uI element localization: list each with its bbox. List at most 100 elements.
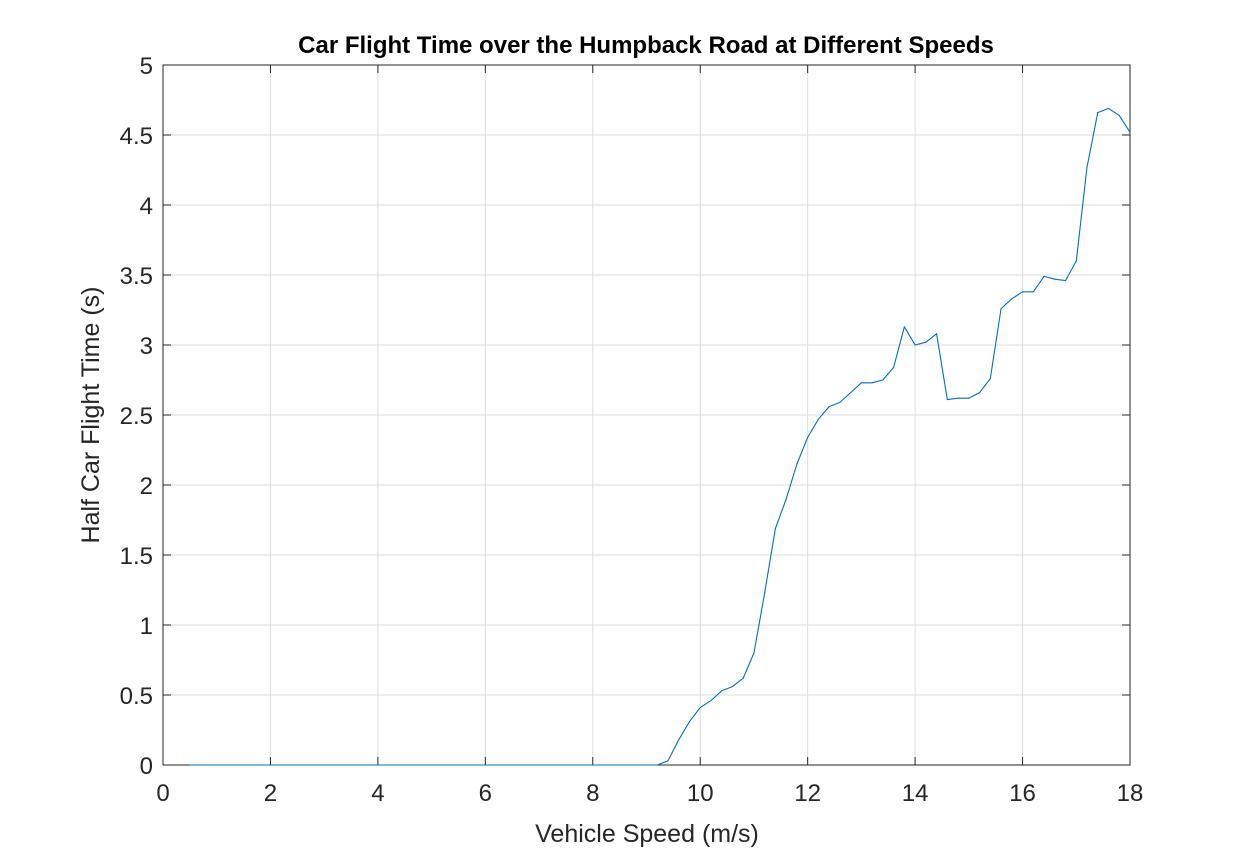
data-point: [1000, 308, 1002, 309]
line-segment: [731, 677, 744, 688]
data-point: [957, 397, 959, 399]
line-segment: [1118, 114, 1131, 133]
line-segment: [882, 366, 895, 381]
line-segment: [721, 686, 734, 692]
data-point: [893, 367, 895, 368]
data-point: [860, 382, 862, 384]
line-segment: [785, 463, 798, 500]
data-point: [1086, 166, 1088, 168]
data-point: [1054, 278, 1056, 280]
x-tick-label: 0: [156, 780, 169, 807]
data-point: [1065, 280, 1066, 281]
y-tick-label: 3.5: [120, 263, 153, 290]
y-tick-label: 1: [140, 613, 153, 640]
data-point: [689, 721, 690, 722]
line-segment: [817, 406, 830, 420]
line-segment: [667, 739, 680, 762]
data-point: [721, 690, 723, 692]
y-tick-labels: 0 0.5 1 1.5 2 2.5 3 3.5 4 4.5 5: [120, 53, 153, 780]
line-segment: [925, 333, 938, 343]
line-segment: [968, 392, 981, 399]
data-point: [850, 392, 852, 393]
line-segment: [710, 690, 723, 702]
line-segment: [936, 333, 948, 401]
y-tick-label: 4.5: [120, 123, 153, 150]
data-point: [431, 764, 433, 766]
line-segment: [678, 721, 691, 741]
line-segment: [828, 401, 841, 408]
data-point: [796, 463, 798, 465]
data-point: [1075, 260, 1077, 262]
data-point: [656, 764, 658, 766]
data-point: [989, 378, 991, 379]
x-tick-label: 18: [1117, 780, 1144, 807]
data-point: [925, 341, 927, 343]
line-segment: [656, 760, 669, 766]
y-tick-label: 2: [140, 473, 153, 500]
line-segment: [1043, 275, 1056, 280]
line-segment: [753, 592, 766, 654]
x-tick-label: 14: [902, 780, 929, 807]
y-tick-label: 3: [140, 333, 153, 360]
data-point: [1032, 291, 1034, 293]
line-segment: [979, 378, 991, 394]
data-point: [1118, 115, 1120, 116]
y-tick-label: 4: [140, 193, 153, 220]
data-point: [732, 686, 733, 687]
line-segment: [850, 382, 862, 394]
data-point: [1108, 108, 1109, 109]
data-point: [484, 764, 486, 766]
data-point: [807, 437, 809, 438]
data-point: [1043, 276, 1045, 277]
line-segment: [688, 707, 701, 723]
line-segment: [742, 652, 755, 679]
data-point: [979, 392, 980, 393]
line-segment: [699, 700, 712, 709]
data-point: [1011, 298, 1013, 300]
data-point: [1022, 291, 1023, 293]
data-point: [882, 379, 884, 381]
x-axis-label: Vehicle Speed (m/s): [535, 820, 759, 848]
line-segment: [1032, 275, 1045, 293]
data-point: [764, 592, 766, 594]
data-point: [538, 764, 540, 766]
line-segment: [1075, 166, 1088, 262]
data-point: [946, 399, 948, 400]
data-point: [936, 333, 937, 335]
data-point: [818, 418, 819, 420]
data-point: [828, 406, 830, 407]
line-segment: [1086, 112, 1099, 168]
data-point: [775, 528, 776, 529]
data-point: [903, 326, 905, 328]
y-tick-label: 1.5: [120, 543, 153, 570]
data-point: [189, 764, 191, 766]
data-point: [871, 382, 873, 384]
axis-ticks: [162, 64, 1131, 766]
data-point: [742, 677, 744, 679]
y-tick-label: 0.5: [120, 683, 153, 710]
x-tick-label: 2: [264, 780, 277, 807]
line-segment: [1011, 291, 1024, 300]
data-point: [839, 402, 841, 403]
line-segment: [893, 326, 905, 368]
data-point: [667, 760, 669, 762]
x-tick-label: 12: [794, 780, 821, 807]
line-segment: [946, 397, 959, 401]
line-segment: [871, 379, 884, 384]
line-segment: [903, 326, 916, 346]
y-tick-label: 0: [140, 753, 153, 780]
data-point: [968, 397, 970, 399]
data-point: [1097, 112, 1099, 113]
x-tick-label: 4: [371, 780, 384, 807]
series-line: [189, 107, 1131, 766]
line-segment: [764, 527, 776, 594]
line-segment: [774, 498, 787, 529]
data-point: [678, 739, 680, 741]
line-segment: [796, 436, 809, 465]
data-point: [914, 344, 916, 346]
x-tick-label: 6: [479, 780, 492, 807]
line-segment: [1107, 107, 1120, 116]
x-tick-labels: 0 2 4 6 8 10 12 14 16 18: [156, 780, 1143, 807]
x-tick-label: 10: [687, 780, 714, 807]
